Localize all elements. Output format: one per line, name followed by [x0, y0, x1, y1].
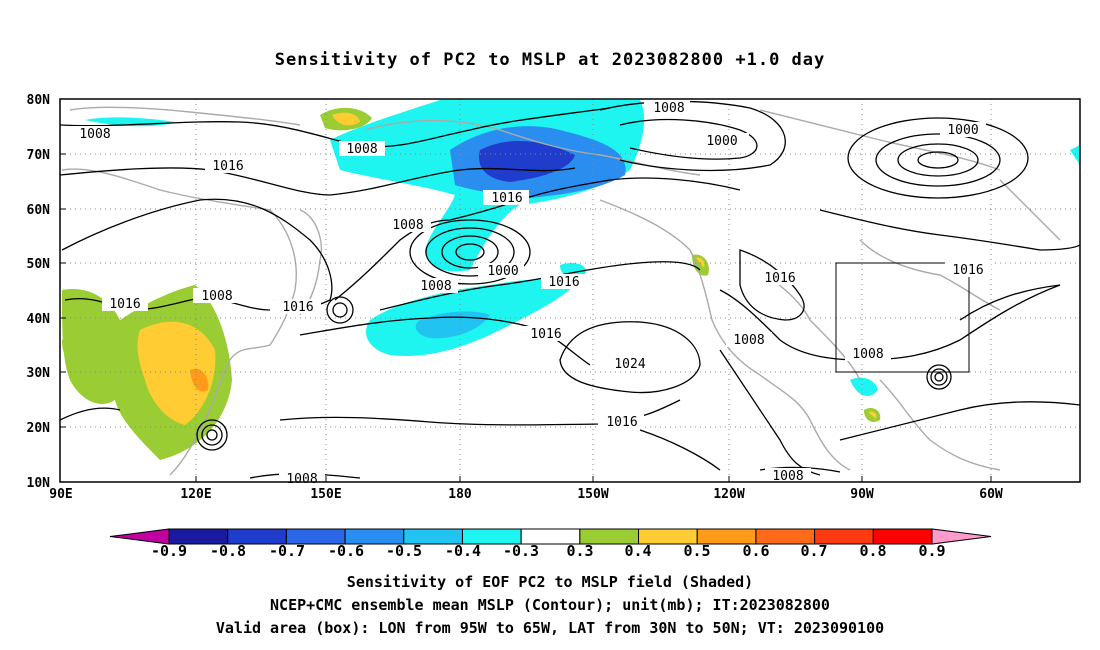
colorbar-label: -0.6	[328, 542, 364, 560]
colorbar-label: 0.6	[742, 542, 769, 560]
colorbar-label: -0.8	[210, 542, 246, 560]
shade-green-nw	[692, 254, 709, 276]
contour-label: 1000	[706, 134, 737, 149]
contour-label: 1008	[392, 218, 423, 233]
lon-label: 90W	[850, 487, 874, 502]
shade-orange-asia	[190, 368, 209, 392]
caption-line-3: Valid area (box): LON from 95W to 65W, L…	[215, 619, 885, 637]
colorbar-label: -0.9	[151, 542, 187, 560]
caption-line-2: NCEP+CMC ensemble mean MSLP (Contour); u…	[270, 596, 830, 614]
lat-label: 30N	[27, 366, 51, 381]
axis-ticks	[60, 98, 992, 483]
lat-axis-labels: 80N 70N 60N 50N 40N 30N 20N 10N	[27, 93, 51, 491]
valid-area-box	[835, 262, 970, 373]
colorbar-labels: -0.9 -0.8 -0.7 -0.6 -0.5 -0.4 -0.3 0.3 0…	[151, 542, 946, 560]
lat-label: 40N	[27, 312, 51, 327]
colorbar-label: 0.8	[859, 542, 886, 560]
contour-label: 1008	[346, 142, 377, 157]
colorbar-label: 0.9	[918, 542, 945, 560]
contour-label: 1008	[286, 472, 317, 487]
colorbar	[109, 528, 992, 545]
lon-label: 120W	[713, 487, 744, 502]
contour-label: 1008	[420, 279, 451, 294]
contour-label: 1008	[79, 127, 110, 142]
contour-label: 1016	[606, 415, 637, 430]
contour-label: 1016	[109, 297, 140, 312]
lon-label: 150E	[310, 487, 341, 502]
contour-label: 1008	[852, 347, 883, 362]
contour-label: 1008	[772, 469, 803, 484]
contour-labels: 1008 1000 1016 1008 1008 1016 1016 1024 …	[72, 100, 991, 487]
contour-label: 1016	[491, 191, 522, 206]
contour-label: 1008	[653, 101, 684, 116]
contour-label: 1024	[614, 357, 645, 372]
map-border	[59, 98, 1081, 483]
shade-darkblue-core	[479, 140, 575, 182]
coastlines	[61, 106, 1061, 476]
contour-label: 1016	[530, 327, 561, 342]
caption-line-1: Sensitivity of EOF PC2 to MSLP field (Sh…	[346, 573, 754, 591]
lon-label: 150W	[577, 487, 608, 502]
contour-label: 1008	[733, 333, 764, 348]
contour-label: 1016	[212, 159, 243, 174]
contour-label: 1016	[282, 300, 313, 315]
colorbar-label: -0.4	[445, 542, 481, 560]
contour-label: 1016	[952, 263, 983, 278]
colorbar-arrow-right	[931, 528, 992, 545]
contour-label: 1016	[548, 275, 579, 290]
lat-label: 70N	[27, 148, 51, 163]
shade-cyan-gulf	[850, 377, 878, 396]
contour-label: 1000	[947, 123, 978, 138]
colorbar-label: 0.7	[800, 542, 827, 560]
shade-cyan-east	[1070, 145, 1080, 165]
colorbar-label: -0.3	[503, 542, 539, 560]
shade-yellow-north	[332, 112, 360, 126]
colorbar-label: 0.3	[566, 542, 593, 560]
lat-label: 10N	[27, 476, 51, 491]
colorbar-label: 0.5	[683, 542, 710, 560]
shade-yellow-gulf	[868, 411, 877, 419]
colorbar-label: -0.7	[269, 542, 305, 560]
contour-label: 1008	[201, 289, 232, 304]
contour-label: 1000	[487, 264, 518, 279]
lat-label: 50N	[27, 257, 51, 272]
lat-label: 60N	[27, 203, 51, 218]
contour-label: 1016	[764, 271, 795, 286]
colorbar-label: -0.5	[386, 542, 422, 560]
lon-label: 180	[448, 487, 472, 502]
lon-label: 60W	[979, 487, 1003, 502]
lon-axis-labels: 90E 120E 150E 180 150W 120W 90W 60W	[49, 487, 1003, 502]
lat-label: 20N	[27, 421, 51, 436]
shade-green-west	[62, 336, 83, 362]
page-title: Sensitivity of PC2 to MSLP at 2023082800…	[274, 50, 826, 70]
lon-label: 90E	[49, 487, 72, 502]
lon-label: 120E	[180, 487, 211, 502]
colorbar-label: 0.4	[624, 542, 651, 560]
lat-label: 80N	[27, 93, 51, 108]
